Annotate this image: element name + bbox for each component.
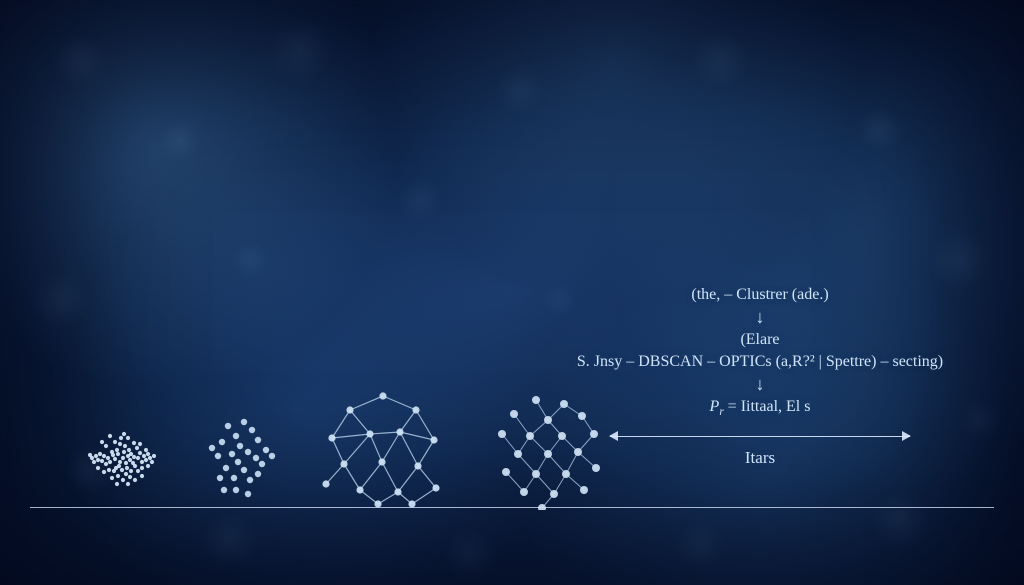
flow-line-3: S. Jnsy – DBSCAN – OPTICs (a,R?² | Spett… <box>560 351 960 373</box>
flow-line-2: (Elare <box>560 329 960 351</box>
algorithm-flow: (the, – Clustrer (ade.) ↓ (Elare S. Jnsy… <box>560 284 960 470</box>
flow-line-1: (the, – Clustrer (ade.) <box>560 284 960 306</box>
flow-line-3-dbscan: DBSCAN <box>638 353 703 370</box>
diagram-canvas: (the, – Clustrer (ade.) ↓ (Elare S. Jnsy… <box>0 0 1024 585</box>
flow-line-3-mid: – <box>703 353 719 370</box>
cluster-dense <box>68 408 178 508</box>
flow-line-5: Itars <box>560 447 960 470</box>
flow-line-4: Pr = Iittaal, El s <box>560 396 960 420</box>
double-arrow-icon <box>610 429 910 443</box>
flow-line-4-P: P <box>710 398 720 415</box>
flow-line-3-suffix: (a,R?² | Spettre) – secting) <box>772 353 944 370</box>
flow-line-4-rest: = Iittaal, El s <box>724 398 811 415</box>
arrow-down-icon: ↓ <box>560 308 960 328</box>
flow-line-3-optics: OPTICs <box>719 353 771 370</box>
cluster-scatter <box>188 400 298 508</box>
cluster-graph <box>308 380 458 510</box>
flow-line-3-prefix: S. Jnsy – <box>577 353 638 370</box>
arrow-down-icon: ↓ <box>560 375 960 395</box>
